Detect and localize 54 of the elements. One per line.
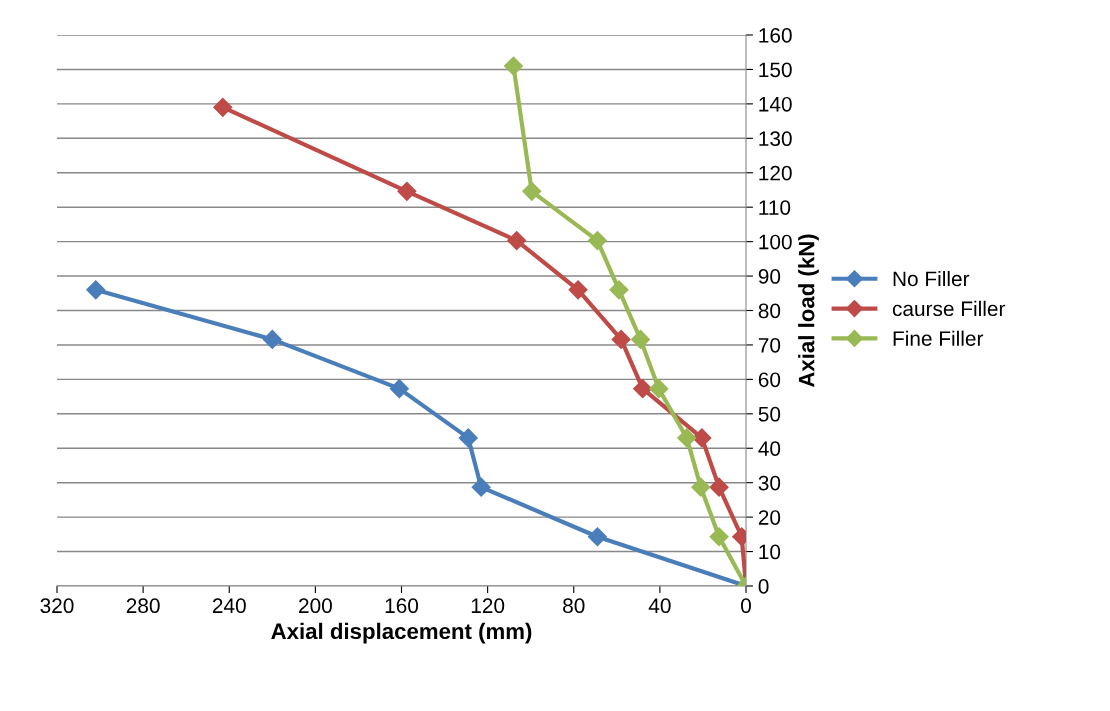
y-axis-title: Axial load (kN) <box>798 234 819 388</box>
x-tick-label: 200 <box>299 598 332 614</box>
point <box>568 280 588 300</box>
point <box>458 428 478 448</box>
y-tick-label: 100 <box>759 234 792 250</box>
point <box>633 379 653 399</box>
y-tick-label: 10 <box>759 544 781 560</box>
point <box>677 428 697 448</box>
y-tick-label: 110 <box>759 200 791 215</box>
point <box>471 477 491 497</box>
point <box>86 280 106 300</box>
point <box>587 231 607 251</box>
point <box>649 379 669 399</box>
point <box>609 280 629 300</box>
point <box>503 56 523 76</box>
point <box>630 329 651 349</box>
y-tick-label: 70 <box>758 337 781 353</box>
y-tick-label: 60 <box>758 372 781 388</box>
legend-label: No Filler <box>893 270 970 287</box>
point <box>522 181 542 201</box>
y-tick-label: 140 <box>759 96 792 112</box>
x-axis-title: Axial displacement (mm) <box>271 622 532 644</box>
point <box>709 477 729 497</box>
x-tick-label: 320 <box>40 598 74 614</box>
point <box>611 329 631 349</box>
y-tick-label: 120 <box>759 165 792 181</box>
point <box>709 527 729 547</box>
x-tick-label: 80 <box>563 598 585 614</box>
x-tick-label: 120 <box>471 598 505 614</box>
legend-label: caurse Filler <box>892 300 1006 317</box>
point <box>507 231 527 251</box>
point <box>587 527 607 547</box>
y-tick-label: 0 <box>758 579 769 594</box>
x-tick-label: 40 <box>648 598 671 614</box>
point <box>397 181 417 201</box>
point <box>262 329 282 349</box>
x-tick-label: 0 <box>741 598 751 614</box>
y-tick-label: 90 <box>758 269 781 284</box>
legend-label: Fine Filler <box>893 330 984 346</box>
y-tick-label: 40 <box>758 441 781 456</box>
y-tick-label: 20 <box>758 510 781 525</box>
point <box>692 428 712 448</box>
y-tick-label: 150 <box>759 62 792 78</box>
point <box>691 477 711 497</box>
y-tick-label: 50 <box>758 406 781 422</box>
point <box>213 97 233 117</box>
x-tick-label: 240 <box>212 598 246 614</box>
y-tick-label: 80 <box>758 303 781 319</box>
y-tick-label: 160 <box>759 28 792 43</box>
point <box>389 379 409 399</box>
x-tick-label: 280 <box>126 598 160 614</box>
y-tick-label: 130 <box>759 131 792 147</box>
y-tick-label: 30 <box>758 475 781 491</box>
x-tick-label: 160 <box>385 598 419 614</box>
